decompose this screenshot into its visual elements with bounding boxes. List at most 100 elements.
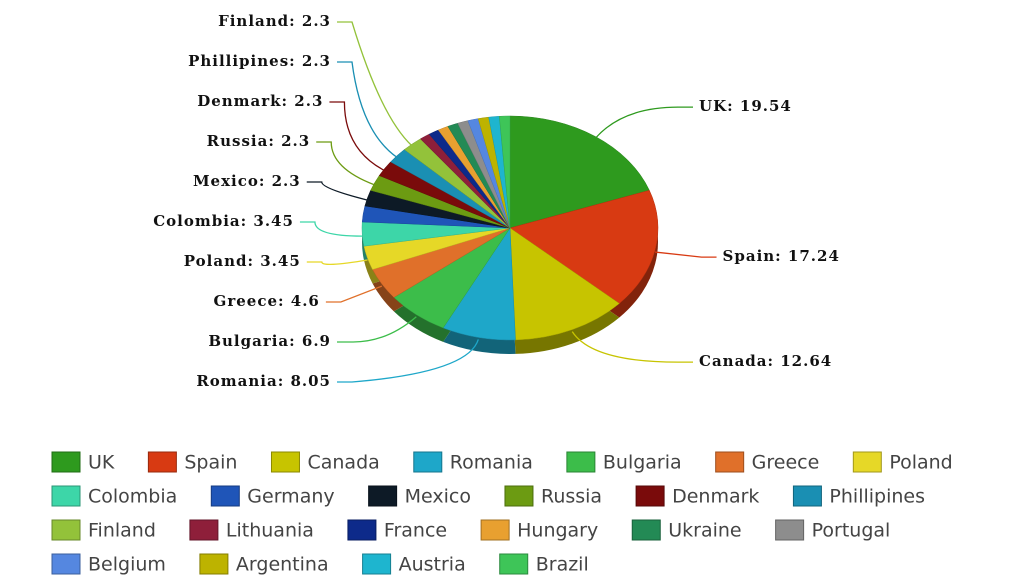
data-label: Russia: 2.3	[207, 132, 311, 150]
legend-swatch	[51, 519, 81, 541]
data-label: Mexico: 2.3	[193, 172, 301, 190]
legend-label: Argentina	[236, 554, 329, 576]
legend-swatch	[715, 451, 745, 473]
legend-item: Denmark	[635, 485, 759, 508]
legend-item: Mexico	[368, 485, 471, 508]
legend-item: Lithuania	[189, 519, 314, 542]
leader-line	[329, 101, 385, 172]
legend-swatch	[189, 519, 219, 541]
legend-label: Denmark	[672, 486, 759, 508]
legend-label: Mexico	[405, 486, 471, 508]
legend-item: Phillipines	[792, 485, 925, 508]
legend-label: Germany	[247, 486, 334, 508]
legend-item: Poland	[852, 451, 953, 474]
legend-item: Argentina	[199, 553, 329, 576]
slice	[509, 227, 620, 341]
leader-line	[337, 61, 398, 159]
legend-label: Hungary	[517, 520, 598, 542]
leader-line	[337, 316, 417, 343]
legend-swatch	[852, 451, 882, 473]
legend-label: Belgium	[88, 554, 166, 576]
legend-swatch	[51, 451, 81, 473]
legend-item: Canada	[270, 451, 380, 474]
legend-swatch	[210, 485, 240, 507]
legend-label: France	[384, 520, 447, 542]
legend-item: Spain	[147, 451, 237, 474]
legend-item: Hungary	[480, 519, 598, 542]
data-label: Denmark: 2.3	[197, 92, 323, 110]
legend-item: Portugal	[775, 519, 891, 542]
data-label: Spain: 17.24	[723, 247, 840, 265]
legend-swatch	[362, 553, 392, 575]
legend-swatch	[147, 451, 177, 473]
leader-line	[316, 141, 375, 186]
legend-item: Germany	[210, 485, 335, 508]
legend-item: Ukraine	[631, 519, 742, 542]
data-label: Bulgaria: 6.9	[208, 332, 331, 350]
legend-label: Greece	[752, 452, 820, 474]
legend-label: Phillipines	[829, 486, 925, 508]
leader-line	[594, 106, 693, 139]
leader-line	[306, 181, 368, 201]
legend-item: Finland	[51, 519, 156, 542]
leader-line	[337, 21, 413, 147]
legend-swatch	[792, 485, 822, 507]
legend-label: Russia	[541, 486, 602, 508]
leader-line	[325, 285, 383, 303]
legend-label: Colombia	[88, 486, 177, 508]
legend-label: Ukraine	[668, 520, 741, 542]
data-label: Phillipines: 2.3	[188, 52, 331, 70]
legend-label: Bulgaria	[603, 452, 682, 474]
data-label: Finland: 2.3	[218, 12, 331, 30]
legend-item: Colombia	[51, 485, 177, 508]
legend-label: Finland	[88, 520, 156, 542]
legend-label: Canada	[307, 452, 379, 474]
legend-swatch	[368, 485, 398, 507]
legend-label: Brazil	[536, 554, 589, 576]
legend-item: France	[347, 519, 447, 542]
legend-swatch	[504, 485, 534, 507]
legend-label: Poland	[889, 452, 952, 474]
leader-line	[571, 331, 693, 363]
legend-swatch	[566, 451, 596, 473]
slice	[509, 115, 650, 229]
legend-label: UK	[88, 452, 115, 474]
slice	[509, 190, 659, 304]
legend-swatch	[270, 451, 300, 473]
legend-swatch	[51, 485, 81, 507]
data-label: Romania: 8.05	[196, 372, 331, 390]
legend-item: Austria	[362, 553, 466, 576]
legend-swatch	[499, 553, 529, 575]
data-label: UK: 19.54	[699, 97, 792, 115]
legend-item: Romania	[413, 451, 533, 474]
legend-item: Bulgaria	[566, 451, 682, 474]
legend-swatch	[347, 519, 377, 541]
legend-item: Brazil	[499, 553, 589, 576]
data-label: Canada: 12.64	[699, 352, 832, 370]
legend-swatch	[51, 553, 81, 575]
legend-item: Belgium	[51, 553, 166, 576]
legend-label: Lithuania	[226, 520, 314, 542]
data-label: Greece: 4.6	[214, 292, 320, 310]
legend-label: Portugal	[812, 520, 891, 542]
data-label: Poland: 3.45	[184, 252, 301, 270]
leader-line	[337, 339, 479, 383]
leader-line	[299, 221, 363, 237]
legend-item: UK	[51, 451, 115, 474]
legend-item: Greece	[715, 451, 820, 474]
legend-label: Austria	[399, 554, 466, 576]
leader-line	[655, 251, 717, 258]
legend-swatch	[631, 519, 661, 541]
legend-swatch	[635, 485, 665, 507]
legend-swatch	[775, 519, 805, 541]
legend-swatch	[413, 451, 443, 473]
legend-label: Spain	[184, 452, 237, 474]
legend-label: Romania	[450, 452, 533, 474]
legend-swatch	[199, 553, 229, 575]
legend-item: Russia	[504, 485, 602, 508]
leader-line	[306, 259, 368, 266]
slice	[499, 115, 511, 229]
legend-swatch	[480, 519, 510, 541]
data-label: Colombia: 3.45	[153, 212, 294, 230]
